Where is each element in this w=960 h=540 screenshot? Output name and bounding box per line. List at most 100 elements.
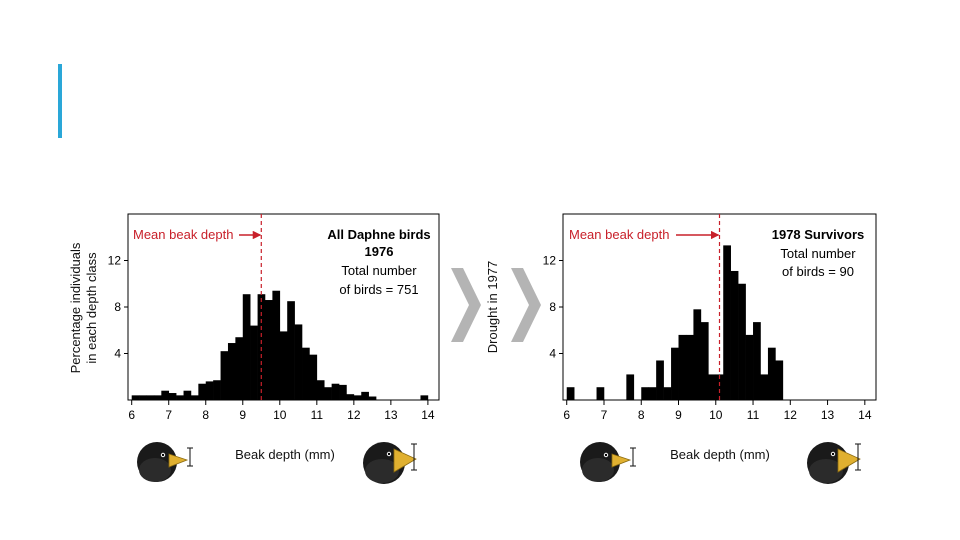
histogram-bar-16 [738,283,746,400]
histogram-bar-0 [566,387,575,400]
histogram-bar-18 [753,322,761,400]
histogram-bar-30 [353,395,362,400]
total-note-line1: Total number [780,246,856,261]
chart-title-line1: All Daphne birds [327,227,430,242]
histogram-bar-2 [626,374,635,400]
y-tick-label: 4 [114,347,121,361]
x-tick-label: 7 [601,408,608,422]
x-tick-label: 6 [128,408,135,422]
histogram-1978-survivors: 6 7 8 9 10 11 12 13 14 4 8 12 Mean beak depth 1978 … [543,213,877,462]
histogram-bar-8 [190,395,199,400]
histogram-bar-0 [131,395,140,400]
x-tick-label: 13 [384,408,398,422]
large-beak-finch-icon [363,442,417,484]
histogram-bar-1 [596,387,605,400]
histogram-bar-19 [272,290,281,400]
y-axis-label-line1: Percentage individuals [68,242,83,373]
x-tick-label: 8 [638,408,645,422]
histogram-bar-7 [671,347,679,400]
drought-label: Drought in 1977 [485,261,500,354]
title-accent-bar [58,64,62,138]
small-beak-finch-icon [137,442,193,482]
x-tick-label: 12 [784,408,798,422]
histogram-bar-8 [678,334,687,400]
x-axis-label: Beak depth (mm) [670,447,770,462]
histogram-bar-24 [309,354,318,400]
x-tick-label: 10 [273,408,287,422]
total-note-line1: Total number [341,263,417,278]
histogram-bar-3 [153,395,162,400]
histogram-bar-6 [176,395,184,400]
y-axis-label-line2: in each depth class [84,252,99,364]
y-tick-label: 8 [549,300,556,314]
histogram-bar-16 [250,325,258,400]
small-beak-finch-icon [580,442,636,482]
histogram-bar-17 [745,334,754,400]
histogram-bar-15 [730,270,739,400]
histogram-bar-27 [331,383,340,400]
x-tick-label: 14 [421,408,435,422]
histogram-bar-4 [161,390,170,400]
y-tick-label: 8 [114,300,121,314]
x-tick-label: 12 [347,408,361,422]
histogram-bar-12 [220,351,229,400]
histogram-bar-32 [368,396,377,400]
histogram-bar-11 [213,380,221,400]
y-tick-label: 4 [549,347,556,361]
chart-title-line1: 1978 Survivors [772,227,865,242]
histogram-bar-31 [361,391,369,400]
mean-label: Mean beak depth [133,227,233,242]
histogram-bar-9 [198,383,207,400]
large-beak-finch-icon [807,442,861,484]
x-tick-label: 10 [709,408,723,422]
histogram-bar-29 [346,394,355,400]
total-note-line2: of birds = 90 [782,264,854,279]
histogram-bar-13 [715,374,724,400]
histogram-bar-2 [146,395,155,400]
histogram-1976: 6 7 8 9 10 11 12 13 14 4 8 12 Mean beak depth All D… [108,213,440,462]
histogram-bar-7 [183,390,192,400]
histogram-bar-12 [708,374,717,400]
y-tick-label: 12 [108,254,122,268]
x-tick-label: 7 [165,408,172,422]
histogram-bar-10 [205,381,214,400]
x-tick-label: 11 [747,408,760,422]
histogram-bar-28 [339,384,347,400]
histogram-bar-11 [700,322,709,400]
y-tick-label: 12 [543,254,557,268]
drought-arrow-left [451,268,481,342]
histogram-bar-14 [235,337,244,400]
histogram-bar-21 [775,360,784,400]
histogram-bar-18 [264,300,273,400]
histogram-bar-15 [242,294,251,400]
histogram-bar-26 [324,387,332,400]
x-tick-label: 8 [202,408,209,422]
mean-label: Mean beak depth [569,227,669,242]
x-tick-label: 14 [858,408,872,422]
histogram-bar-20 [767,347,776,400]
histogram-bar-22 [294,324,303,400]
x-tick-label: 9 [675,408,682,422]
histogram-bar-3 [641,387,650,400]
histogram-bar-13 [227,343,236,400]
chart-title-line2: 1976 [365,244,394,259]
x-axis-label: Beak depth (mm) [235,447,335,462]
x-tick-label: 11 [311,408,324,422]
total-note-line2: of birds = 751 [339,282,418,297]
histogram-bar-19 [760,374,769,400]
x-tick-label: 6 [563,408,570,422]
x-tick-label: 9 [239,408,246,422]
histogram-bar-1 [139,395,147,400]
histogram-bar-14 [723,245,731,400]
histogram-bar-21 [287,301,295,400]
histogram-bar-6 [663,387,672,400]
histogram-bar-10 [693,309,702,400]
histogram-bar-5 [168,393,177,400]
histogram-bar-4 [648,387,657,400]
histogram-bar-23 [302,347,310,400]
histogram-bar-20 [279,331,288,400]
drought-arrow-right [511,268,541,342]
histogram-bar-33 [420,395,429,400]
histogram-bar-9 [685,334,694,400]
